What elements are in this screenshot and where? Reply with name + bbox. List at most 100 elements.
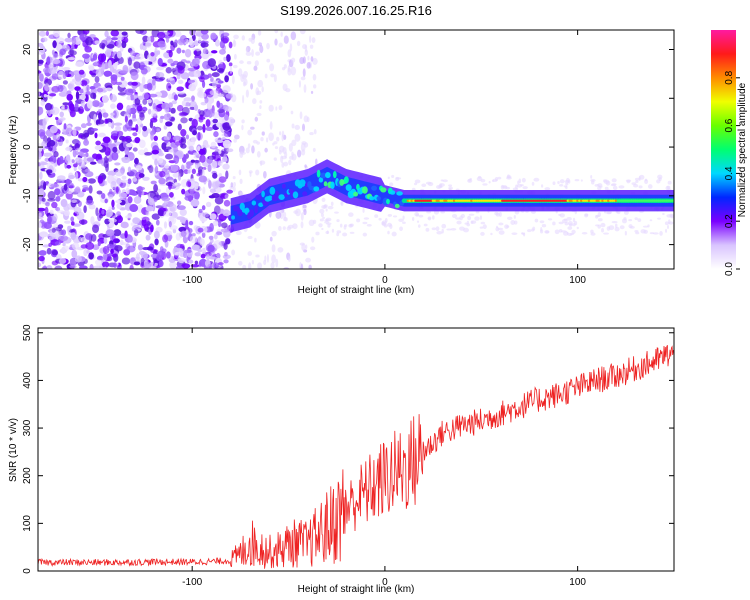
- spectrogram-cell: [504, 199, 508, 202]
- spectrogram-cell: [163, 125, 168, 130]
- spectrogram-cell: [631, 182, 637, 185]
- spectrogram-cell: [246, 61, 252, 65]
- spectrogram-cell: [101, 209, 105, 215]
- spectrogram-cell: [145, 205, 154, 212]
- spectrogram-cell: [556, 199, 560, 202]
- spectrogram-cell: [245, 89, 249, 98]
- spectrogram-cell: [283, 35, 289, 44]
- spectrogram-cell: [108, 206, 113, 211]
- spectrogram-cell: [420, 199, 423, 202]
- spectrogram-cell: [39, 231, 49, 238]
- spectrogram-cell: [423, 223, 428, 227]
- spectrogram-cell: [130, 71, 139, 81]
- spectrogram-cell: [62, 80, 68, 85]
- spectrogram-cell: [269, 236, 273, 242]
- spectrogram-cell: [121, 175, 127, 180]
- spectrogram-cell: [495, 212, 500, 217]
- spectrogram-cell: [40, 99, 46, 106]
- spectrogram-cell: [549, 199, 553, 202]
- spectrogram-cell: [242, 264, 247, 269]
- spectrogram-cell: [498, 230, 505, 235]
- spectrogram-cell: [223, 131, 231, 138]
- spectrogram-cell: [647, 184, 653, 189]
- spectrogram-cell: [313, 186, 320, 192]
- spectrogram-cell: [223, 56, 227, 62]
- spectrogram-cell: [44, 83, 50, 92]
- spectrogram-cell: [412, 199, 416, 202]
- spectrogram-cell: [443, 199, 447, 202]
- spectrogram-cell: [93, 113, 97, 123]
- spectrogram-cell: [576, 226, 579, 230]
- spectrogram-cell: [417, 224, 421, 228]
- spectrogram-cell: [59, 111, 64, 118]
- spectrogram-cell: [343, 176, 349, 184]
- spectrogram-cell: [318, 223, 323, 228]
- spectrogram-cell: [71, 199, 77, 204]
- spectrogram-cell: [52, 213, 58, 222]
- spectrogram-cell: [408, 199, 412, 202]
- spectrogram-cell: [55, 196, 61, 202]
- spectrogram-cell: [510, 219, 516, 225]
- spectrogram-cell: [555, 199, 558, 202]
- spectrogram-cell: [107, 170, 117, 177]
- spectrogram-cell: [259, 100, 263, 104]
- spectrogram-cell: [280, 31, 283, 37]
- spectrogram-cell: [122, 141, 128, 149]
- spectrogram-cell: [389, 182, 394, 187]
- spectrogram-cell: [435, 226, 440, 232]
- spectrogram-cell: [361, 186, 368, 194]
- spectrogram-cell: [173, 94, 178, 101]
- spectrogram-cell: [176, 86, 184, 92]
- spectrogram-cell: [421, 183, 427, 187]
- spectrogram-cell: [449, 199, 452, 202]
- spectrogram-cell: [287, 49, 292, 58]
- spectrogram-cell: [101, 43, 106, 48]
- spectrogram-cell: [96, 190, 103, 195]
- spectrogram-cell: [339, 223, 343, 228]
- spectrogram-cell: [205, 201, 212, 208]
- spectrogram-cell: [75, 157, 83, 164]
- spectrogram-cell: [157, 209, 164, 217]
- spectrogram-cell: [209, 222, 214, 232]
- spectrogram-cell: [239, 151, 244, 158]
- spectrogram-cell: [566, 199, 570, 202]
- spectrogram-cell: [51, 201, 58, 209]
- spectrogram-cell: [165, 251, 171, 259]
- spectrogram-cell: [45, 115, 49, 123]
- spectrogram-cell: [142, 125, 148, 132]
- spectrogram-cell: [273, 157, 277, 161]
- spectrogram-cell: [552, 181, 556, 186]
- spectrogram-cell: [97, 159, 104, 164]
- spectrogram-cell: [189, 235, 198, 244]
- spectrogram-cell: [97, 53, 104, 62]
- spectrogram-cell: [138, 95, 144, 101]
- spectrogram-cell: [49, 93, 57, 97]
- spectrogram-cell: [112, 146, 118, 153]
- spectrogram-cell: [589, 199, 593, 202]
- spectrogram-cell: [213, 154, 221, 162]
- spectrogram-cell: [120, 179, 129, 183]
- spectrogram-cell: [278, 225, 282, 231]
- snr-y-tick-label: 0: [22, 568, 33, 574]
- spectrogram-cell: [189, 187, 194, 196]
- spectrogram-cell: [161, 142, 167, 150]
- spectrogram-cell: [514, 199, 518, 202]
- spectrogram-cell: [603, 232, 610, 235]
- spectrogram-cell: [180, 129, 187, 137]
- spectrogram-cell: [43, 94, 48, 98]
- spectrogram-cell: [63, 210, 70, 217]
- spectrogram-cell: [228, 41, 233, 49]
- spectrogram-cell: [218, 176, 227, 183]
- spectrogram-cell: [319, 208, 325, 214]
- spectrogram-cell: [216, 68, 225, 73]
- spectrogram-cell: [544, 230, 550, 234]
- spectrogram-cell: [132, 132, 138, 137]
- spectrogram-cell: [303, 84, 307, 93]
- spectrogram-cell: [205, 254, 210, 261]
- spectrogram-cell: [340, 201, 344, 207]
- spectrogram-cell: [662, 199, 666, 202]
- spectrogram-cell: [623, 217, 627, 221]
- spectrogram-cell: [74, 186, 81, 194]
- snr-y-tick-label: 500: [22, 324, 33, 341]
- spectrogram-cell: [70, 232, 77, 241]
